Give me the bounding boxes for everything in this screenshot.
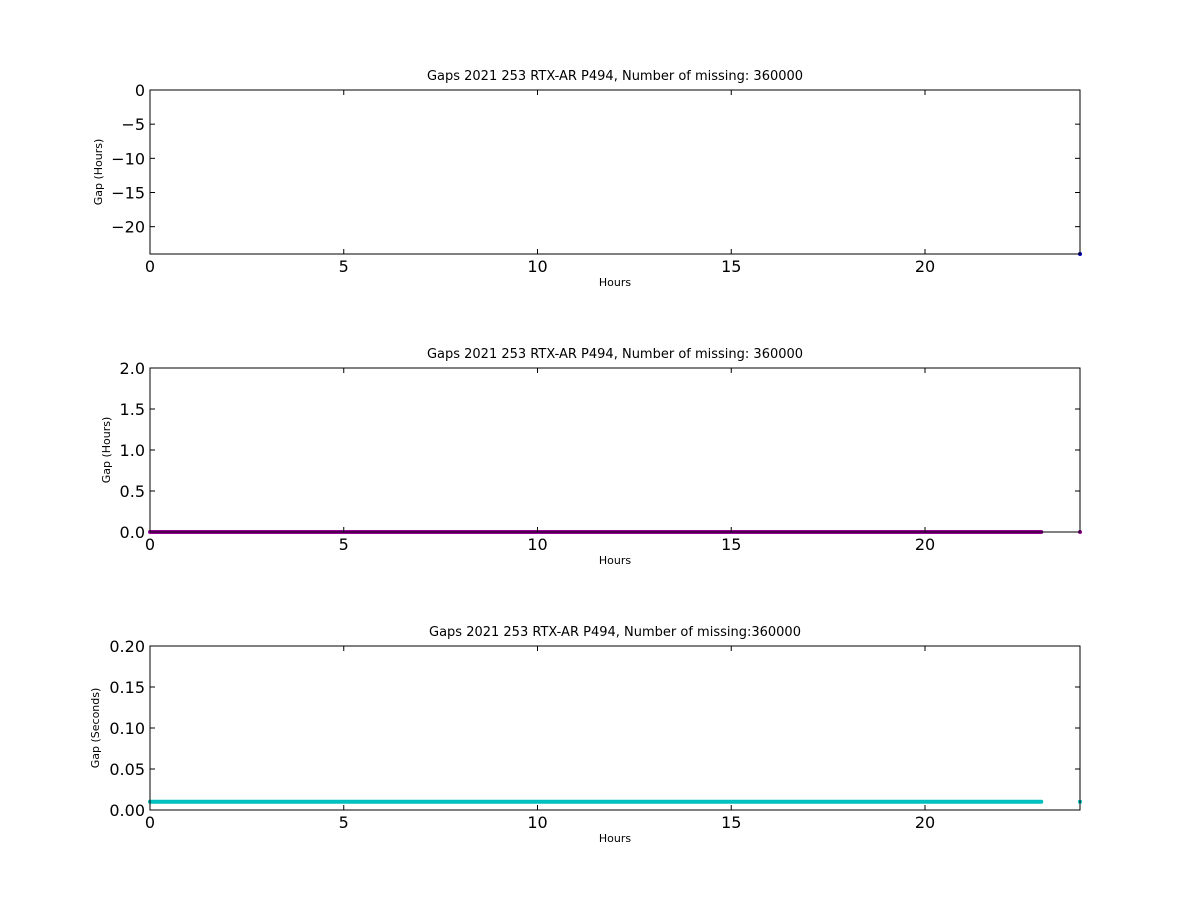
y-tick-label: −5 — [121, 115, 145, 134]
x-tick-label: 5 — [339, 257, 349, 276]
y-axis-label: Gap (Hours) — [100, 417, 113, 484]
y-tick-label: 0.0 — [120, 523, 145, 542]
x-tick-label: 15 — [721, 535, 741, 554]
x-tick-label: 5 — [339, 813, 349, 832]
x-axis-ticks: 0 5 10 15 20 — [145, 646, 935, 832]
x-axis-ticks: 0 5 10 15 20 — [145, 368, 935, 554]
chart-title: Gaps 2021 253 RTX-AR P494, Number of mis… — [429, 625, 801, 640]
chart-title: Gaps 2021 253 RTX-AR P494, Number of mis… — [427, 347, 803, 362]
y-tick-label: 0 — [135, 81, 145, 100]
x-tick-label: 0 — [145, 813, 155, 832]
y-tick-label: 0.00 — [109, 801, 145, 820]
x-tick-label: 5 — [339, 535, 349, 554]
x-axis-label: Hours — [599, 276, 631, 289]
y-tick-label: 0.05 — [109, 760, 145, 779]
y-tick-label: 1.5 — [120, 400, 145, 419]
x-tick-label: 15 — [721, 257, 741, 276]
y-tick-label: −15 — [111, 184, 145, 203]
data-series — [148, 799, 1082, 804]
y-tick-label: −20 — [111, 218, 145, 237]
plot-frame — [149, 645, 1081, 811]
y-axis-ticks: 0.00 0.05 0.10 0.15 0.20 — [109, 637, 1080, 820]
y-axis-ticks: 0 −5 −10 −15 −20 — [111, 81, 1080, 237]
x-tick-label: 10 — [527, 257, 547, 276]
y-tick-label: 2.0 — [120, 359, 145, 378]
gaps-hours-negative-panel: Gaps 2021 253 RTX-AR P494, Number of mis… — [92, 69, 1082, 289]
x-axis-label: Hours — [599, 554, 631, 567]
y-tick-label: 0.5 — [120, 482, 145, 501]
plot-frame — [149, 89, 1081, 255]
x-tick-label: 10 — [527, 813, 547, 832]
y-tick-label: 0.15 — [109, 678, 145, 697]
y-tick-label: −10 — [111, 149, 145, 168]
y-axis-label: Gap (Hours) — [92, 139, 105, 206]
x-tick-label: 20 — [915, 813, 935, 832]
y-tick-label: 0.20 — [109, 637, 145, 656]
x-tick-label: 10 — [527, 535, 547, 554]
x-tick-label: 20 — [915, 535, 935, 554]
x-tick-label: 0 — [145, 257, 155, 276]
chart-title: Gaps 2021 253 RTX-AR P494, Number of mis… — [427, 69, 803, 84]
x-tick-label: 20 — [915, 257, 935, 276]
y-tick-label: 0.10 — [109, 719, 145, 738]
x-axis-ticks: 0 5 10 15 20 — [145, 90, 935, 276]
plot-frame — [149, 367, 1081, 533]
x-axis-label: Hours — [599, 832, 631, 845]
x-tick-label: 0 — [145, 535, 155, 554]
gaps-hours-panel: Gaps 2021 253 RTX-AR P494, Number of mis… — [100, 347, 1082, 567]
x-tick-label: 15 — [721, 813, 741, 832]
y-axis-label: Gap (Seconds) — [89, 688, 102, 769]
y-axis-ticks: 0.0 0.5 1.0 1.5 2.0 — [120, 359, 1080, 542]
gaps-seconds-panel: Gaps 2021 253 RTX-AR P494, Number of mis… — [89, 625, 1082, 845]
y-tick-label: 1.0 — [120, 441, 145, 460]
